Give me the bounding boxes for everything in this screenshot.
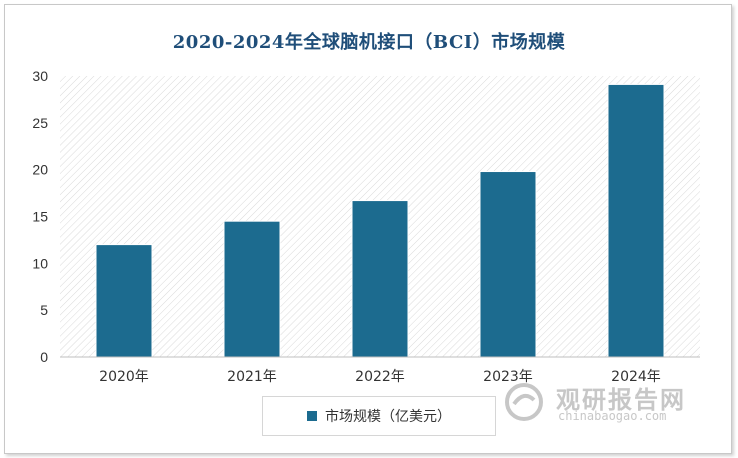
y-tick-label: 0 — [40, 349, 48, 365]
x-tick-label: 2020年 — [99, 369, 149, 385]
y-tick-label: 20 — [32, 162, 48, 178]
watermark-url: chinabaogao.com — [558, 409, 667, 423]
legend-swatch — [307, 411, 317, 421]
y-tick-label: 15 — [32, 209, 48, 225]
bar-2023年 — [479, 171, 537, 358]
watermark-logo-icon — [505, 383, 543, 421]
chart-title: 2020-2024年全球脑机接口（BCI）市场规模 — [172, 32, 566, 53]
y-tick-label: 10 — [32, 255, 48, 271]
y-tick-label: 30 — [32, 68, 48, 84]
x-tick-label: 2023年 — [483, 369, 533, 385]
watermark: 观研报告网 chinabaogao.com — [500, 378, 700, 428]
x-tick-label: 2024年 — [611, 369, 661, 385]
legend: 市场规模（亿美元） — [262, 396, 496, 436]
y-tick-label: 25 — [32, 115, 48, 131]
x-tick-label: 2022年 — [355, 369, 405, 385]
bar-2020年 — [95, 244, 153, 358]
legend-label: 市场规模（亿美元） — [325, 409, 451, 425]
bar-2022年 — [351, 200, 409, 358]
y-tick-label: 5 — [40, 302, 48, 318]
watermark-name: 观研报告网 — [556, 386, 686, 414]
x-tick-label: 2021年 — [227, 369, 277, 385]
bar-2024年 — [607, 83, 665, 358]
bar-2021年 — [223, 220, 281, 358]
